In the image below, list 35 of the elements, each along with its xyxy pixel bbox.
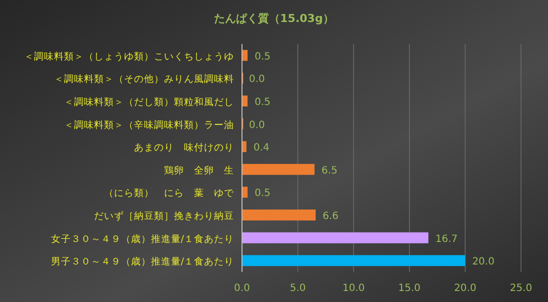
y-tick-label: 女子３０～４９（歳）推進量/１食あたり <box>50 232 234 245</box>
data-label: 0.4 <box>253 142 270 154</box>
x-tick-label: 20.0 <box>454 283 476 294</box>
data-label: 0.5 <box>254 51 270 62</box>
data-label: 16.7 <box>435 234 458 245</box>
x-tick-label: 15.0 <box>398 283 421 294</box>
x-tick-label: 25.0 <box>510 283 532 294</box>
data-label: 20.0 <box>472 256 494 268</box>
bar <box>242 186 248 198</box>
y-tick-label: あまのり 味付けのり <box>134 142 234 154</box>
y-tick-label: 鶏卵 全卵 生 <box>164 164 234 176</box>
data-label: 0.0 <box>249 74 265 86</box>
chart-title: たんぱく質（15.03g） <box>214 12 334 25</box>
x-tick-label: 5.0 <box>290 283 306 294</box>
y-tick-label: ＜調味料類＞（辛味調味料類）ラー油 <box>64 118 234 131</box>
bar <box>242 232 428 244</box>
data-label: 0.5 <box>254 97 270 108</box>
x-tick-label: 0.0 <box>234 283 250 294</box>
y-tick-label: ＜調味料類＞（その他）みりん風調味料 <box>54 73 234 86</box>
data-label: 0.5 <box>254 188 270 200</box>
y-tick-label: 男子３０～４９（歳）推進量/１食あたり <box>50 256 234 268</box>
data-label: 0.0 <box>249 120 265 131</box>
bar <box>242 255 466 266</box>
x-tick-label: 10.0 <box>342 283 365 294</box>
bar <box>242 164 315 175</box>
bar <box>242 96 248 106</box>
bar <box>242 50 248 61</box>
y-tick-label: （にら類） にら 葉 ゆで <box>104 187 235 200</box>
data-label: 6.6 <box>322 211 339 222</box>
y-tick-label: ＜調味料類＞（だし類）顆粒和風だし <box>64 96 234 108</box>
y-tick-label: だいず［納豆類］挽きわり納豆 <box>94 210 234 222</box>
y-tick-label: ＜調味料類＞（しょうゆ類）こいくちしょうゆ <box>24 50 234 62</box>
bar <box>242 141 246 152</box>
data-label: 6.5 <box>322 165 338 176</box>
bar <box>242 210 316 220</box>
